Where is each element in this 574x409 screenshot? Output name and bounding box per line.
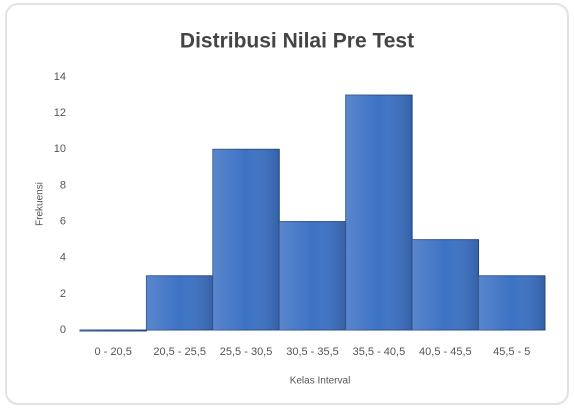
y-tick-label: 0 bbox=[60, 324, 66, 336]
x-axis-label: Kelas Interval bbox=[290, 376, 351, 387]
y-tick-label: 4 bbox=[60, 252, 66, 264]
bar-shade bbox=[478, 275, 545, 330]
bar-shade bbox=[279, 221, 346, 330]
bar-shade bbox=[80, 330, 147, 331]
y-tick-label: 2 bbox=[60, 288, 66, 300]
x-tick-label: 25,5 - 30,5 bbox=[220, 346, 273, 358]
y-tick-label: 12 bbox=[54, 107, 66, 119]
chart-frame bbox=[5, 3, 569, 405]
x-tick-label: 0 - 20,5 bbox=[95, 346, 132, 358]
x-tick-label: 20,5 - 25,5 bbox=[153, 346, 206, 358]
y-tick-label: 10 bbox=[54, 143, 66, 155]
y-tick-label: 14 bbox=[54, 71, 66, 83]
y-tick-label: 8 bbox=[60, 179, 66, 191]
chart-title: Distribusi Nilai Pre Test bbox=[180, 30, 414, 53]
bar-shade bbox=[412, 239, 479, 330]
y-tick-label: 6 bbox=[60, 215, 66, 227]
bar-shade bbox=[212, 149, 280, 330]
y-axis-label: Frekuensi bbox=[35, 182, 46, 226]
x-tick-label: 35,5 - 40,5 bbox=[353, 346, 406, 358]
bar-shade bbox=[146, 275, 213, 330]
x-tick-label: 40,5 - 45,5 bbox=[419, 346, 472, 358]
x-tick-label: 30,5 - 35,5 bbox=[286, 346, 339, 358]
x-tick-label: 45,5 - 5 bbox=[493, 346, 530, 358]
bar-shade bbox=[345, 95, 413, 330]
